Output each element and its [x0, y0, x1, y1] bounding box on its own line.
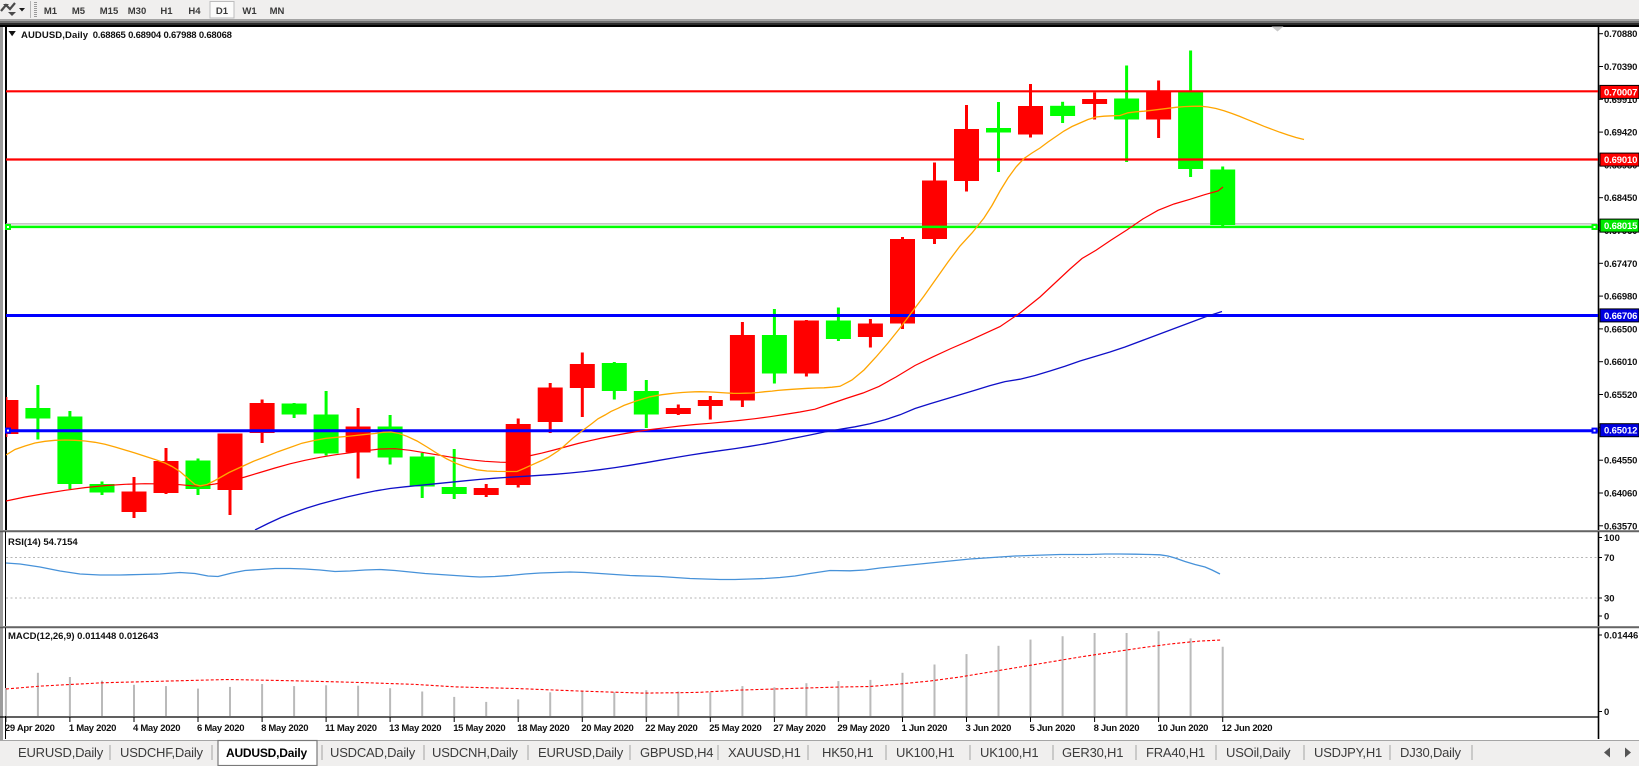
svg-text:EURUSD,Daily: EURUSD,Daily — [538, 745, 624, 760]
svg-text:M5: M5 — [72, 6, 86, 17]
svg-text:0.68865 0.68904 0.67988 0.6806: 0.68865 0.68904 0.67988 0.68068 — [93, 30, 232, 41]
svg-text:0.66980: 0.66980 — [1604, 292, 1637, 303]
svg-text:0.65520: 0.65520 — [1604, 390, 1637, 401]
svg-text:M30: M30 — [128, 6, 146, 17]
svg-text:0.69420: 0.69420 — [1604, 128, 1637, 139]
svg-text:0.65012: 0.65012 — [1604, 426, 1637, 437]
svg-text:4 May 2020: 4 May 2020 — [133, 723, 180, 734]
svg-text:6 May 2020: 6 May 2020 — [197, 723, 244, 734]
svg-text:10 Jun 2020: 10 Jun 2020 — [1158, 723, 1209, 734]
svg-text:RSI(14) 54.7154: RSI(14) 54.7154 — [8, 537, 78, 548]
svg-text:0.68450: 0.68450 — [1604, 193, 1637, 204]
svg-text:M15: M15 — [100, 6, 119, 17]
svg-text:HK50,H1: HK50,H1 — [822, 745, 873, 760]
svg-text:27 May 2020: 27 May 2020 — [773, 723, 825, 734]
svg-text:H4: H4 — [188, 6, 201, 17]
svg-text:0.70390: 0.70390 — [1604, 62, 1637, 73]
svg-text:0.67470: 0.67470 — [1604, 259, 1637, 270]
svg-text:UK100,H1: UK100,H1 — [896, 745, 954, 760]
svg-text:FRA40,H1: FRA40,H1 — [1146, 745, 1205, 760]
svg-text:USDCNH,Daily: USDCNH,Daily — [432, 745, 518, 760]
svg-text:0.64550: 0.64550 — [1604, 456, 1637, 467]
svg-text:13 May 2020: 13 May 2020 — [389, 723, 441, 734]
svg-text:0.63570: 0.63570 — [1604, 521, 1637, 532]
svg-text:0: 0 — [1604, 707, 1609, 718]
svg-text:0.66706: 0.66706 — [1604, 311, 1637, 322]
svg-text:0: 0 — [1604, 612, 1609, 623]
svg-text:0.69910: 0.69910 — [1604, 95, 1637, 106]
svg-text:1 Jun 2020: 1 Jun 2020 — [902, 723, 948, 734]
svg-text:GBPUSD,H4: GBPUSD,H4 — [640, 745, 713, 760]
svg-text:USDJPY,H1: USDJPY,H1 — [1314, 745, 1382, 760]
svg-text:8 May 2020: 8 May 2020 — [261, 723, 308, 734]
svg-text:100: 100 — [1604, 533, 1620, 544]
svg-text:22 May 2020: 22 May 2020 — [645, 723, 697, 734]
svg-text:0.70880: 0.70880 — [1604, 29, 1637, 40]
svg-text:11 May 2020: 11 May 2020 — [325, 723, 377, 734]
svg-text:0.01446: 0.01446 — [1604, 631, 1638, 642]
svg-text:0.66010: 0.66010 — [1604, 357, 1637, 368]
svg-text:20 May 2020: 20 May 2020 — [581, 723, 633, 734]
svg-text:29 May 2020: 29 May 2020 — [837, 723, 889, 734]
svg-text:0.70007: 0.70007 — [1604, 87, 1637, 98]
svg-text:1 May 2020: 1 May 2020 — [69, 723, 116, 734]
svg-text:H1: H1 — [160, 6, 173, 17]
svg-text:AUDUSD,Daily: AUDUSD,Daily — [21, 30, 89, 41]
svg-text:15 May 2020: 15 May 2020 — [453, 723, 505, 734]
svg-text:MN: MN — [270, 6, 285, 17]
svg-text:18 May 2020: 18 May 2020 — [517, 723, 569, 734]
svg-text:UK100,H1: UK100,H1 — [980, 745, 1038, 760]
svg-text:AUDUSD,Daily: AUDUSD,Daily — [226, 746, 307, 760]
svg-text:USDCHF,Daily: USDCHF,Daily — [120, 745, 204, 760]
svg-text:0.64060: 0.64060 — [1604, 489, 1637, 500]
svg-text:0.69010: 0.69010 — [1604, 155, 1637, 166]
svg-text:USDCAD,Daily: USDCAD,Daily — [330, 745, 416, 760]
svg-text:W1: W1 — [242, 6, 257, 17]
svg-text:D1: D1 — [216, 6, 229, 17]
svg-text:EURUSD,Daily: EURUSD,Daily — [18, 745, 104, 760]
svg-text:8 Jun 2020: 8 Jun 2020 — [1094, 723, 1140, 734]
svg-text:DJ30,Daily: DJ30,Daily — [1400, 745, 1462, 760]
svg-text:USOil,Daily: USOil,Daily — [1226, 745, 1291, 760]
svg-text:12 Jun 2020: 12 Jun 2020 — [1222, 723, 1273, 734]
svg-text:XAUUSD,H1: XAUUSD,H1 — [728, 745, 801, 760]
svg-text:30: 30 — [1604, 594, 1615, 605]
svg-text:0.68015: 0.68015 — [1604, 221, 1638, 232]
svg-text:70: 70 — [1604, 553, 1615, 564]
svg-text:0.66500: 0.66500 — [1604, 324, 1637, 335]
svg-text:5 Jun 2020: 5 Jun 2020 — [1030, 723, 1076, 734]
svg-text:3 Jun 2020: 3 Jun 2020 — [966, 723, 1012, 734]
svg-text:29 Apr 2020: 29 Apr 2020 — [5, 723, 55, 734]
svg-text:25 May 2020: 25 May 2020 — [709, 723, 761, 734]
svg-text:M1: M1 — [44, 6, 58, 17]
svg-text:GER30,H1: GER30,H1 — [1062, 745, 1123, 760]
svg-text:MACD(12,26,9) 0.011448 0.01264: MACD(12,26,9) 0.011448 0.012643 — [8, 631, 159, 642]
